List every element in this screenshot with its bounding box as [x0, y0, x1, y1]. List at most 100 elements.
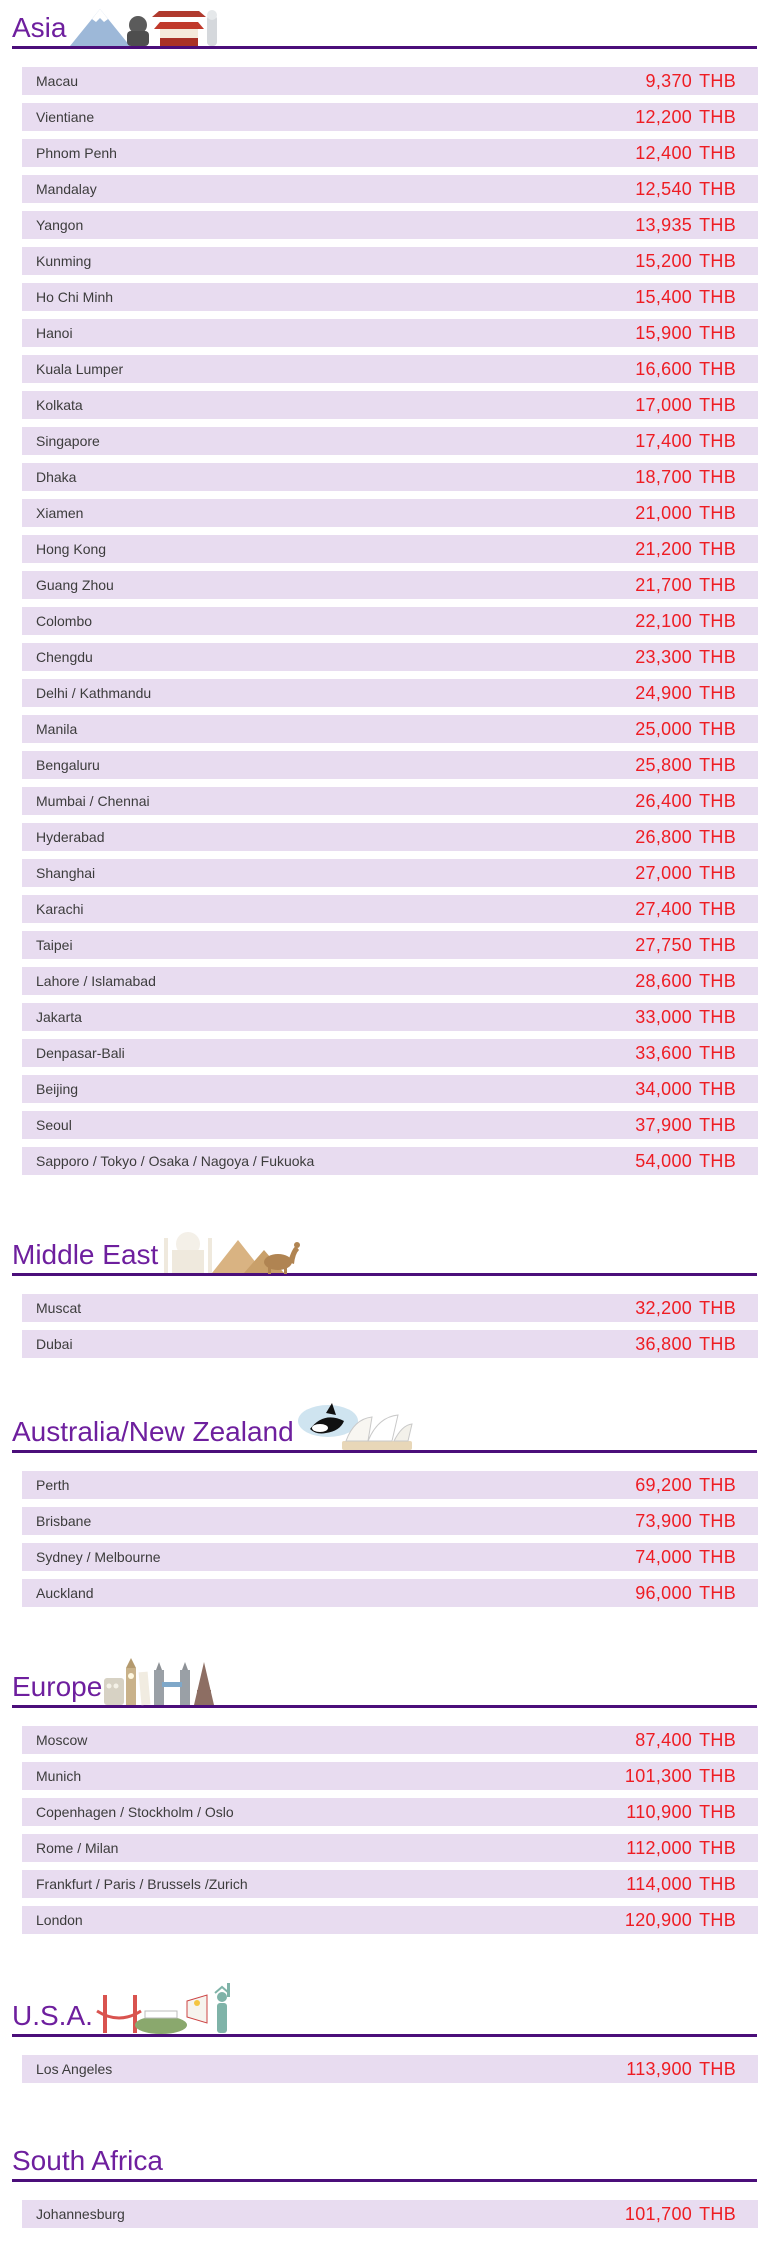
fare-price: 21,700 THB	[635, 575, 736, 596]
fare-price: 73,900 THB	[635, 1511, 736, 1532]
fare-price: 69,200 THB	[635, 1475, 736, 1496]
destination-label: Lahore / Islamabad	[36, 973, 156, 989]
fare-row: Kolkata 17,000 THB	[22, 391, 758, 419]
destination-label: Hong Kong	[36, 541, 107, 557]
fare-price: 16,600 THB	[635, 359, 736, 380]
currency-label: THB	[699, 898, 736, 919]
fare-row: Macau 9,370 THB	[22, 67, 758, 95]
destination-label: Guang Zhou	[36, 577, 114, 593]
fare-row: Los Angeles 113,900 THB	[22, 2055, 758, 2083]
destination-label: Frankfurt / Paris / Brussels /Zurich	[36, 1876, 248, 1892]
europe-landmarks-icon	[104, 1658, 215, 1706]
fare-rows: Muscat 32,200 THB Dubai 36,800 THB	[0, 1276, 779, 1358]
fare-amount: 25,000	[635, 718, 693, 739]
destination-label: Munich	[36, 1768, 82, 1784]
currency-label: THB	[699, 1006, 736, 1027]
fare-amount: 28,600	[635, 970, 693, 991]
fare-amount: 24,900	[635, 682, 693, 703]
destination-label: Karachi	[36, 901, 84, 917]
fare-price: 18,700 THB	[635, 467, 736, 488]
destination-label: Hyderabad	[36, 829, 105, 845]
fare-price: 25,800 THB	[635, 755, 736, 776]
fare-price: 101,700 THB	[625, 2204, 736, 2225]
fare-amount: 25,800	[635, 754, 693, 775]
fare-amount: 17,400	[635, 430, 693, 451]
destination-label: Mandalay	[36, 181, 97, 197]
fare-price: 27,000 THB	[635, 863, 736, 884]
fare-price: 13,935 THB	[635, 215, 736, 236]
fare-price: 12,400 THB	[635, 143, 736, 164]
fare-price: 96,000 THB	[635, 1583, 736, 1604]
section-title: South Africa	[12, 2145, 163, 2176]
fare-price: 21,200 THB	[635, 539, 736, 560]
currency-label: THB	[699, 1474, 736, 1495]
destination-label: Xiamen	[36, 505, 84, 521]
currency-label: THB	[699, 178, 736, 199]
fare-price: 15,900 THB	[635, 323, 736, 344]
fare-amount: 73,900	[635, 1510, 693, 1531]
section-header-asia: Asia	[12, 4, 757, 49]
currency-label: THB	[699, 322, 736, 343]
fare-rows: Perth 69,200 THB Brisbane 73,900 THB Sydney / …	[0, 1453, 779, 1607]
asia-landmarks-icon	[70, 9, 218, 46]
section-header-europe: Europe	[12, 1649, 757, 1708]
fare-price: 110,900 THB	[626, 1802, 736, 1823]
fare-amount: 113,900	[626, 2058, 693, 2079]
fare-amount: 15,200	[635, 250, 693, 271]
fare-price: 74,000 THB	[635, 1547, 736, 1568]
fare-amount: 33,600	[635, 1042, 693, 1063]
fare-list: Asia Macau 9,370 THB Vientiane 12,200 THB Phnom…	[0, 4, 779, 2228]
fare-amount: 101,300	[624, 1765, 693, 1786]
destination-label: Sapporo / Tokyo / Osaka / Nagoya / Fukuo…	[36, 1153, 315, 1169]
fare-amount: 26,400	[635, 790, 693, 811]
currency-label: THB	[699, 1510, 736, 1531]
fare-row: Copenhagen / Stockholm / Oslo 110,900 THB	[22, 1798, 758, 1826]
fare-amount: 87,400	[635, 1729, 693, 1750]
fare-price: 114,000 THB	[626, 1874, 736, 1895]
fare-row: Dubai 36,800 THB	[22, 1330, 758, 1358]
section-australia-nz: Australia/New Zealand Perth 69,200 THB Brisb…	[0, 1394, 779, 1607]
destination-label: Kuala Lumper	[36, 361, 124, 377]
destination-label: Dubai	[36, 1336, 73, 1352]
fare-row: Xiamen 21,000 THB	[22, 499, 758, 527]
fare-price: 26,800 THB	[635, 827, 736, 848]
fare-row: Munich 101,300 THB	[22, 1762, 758, 1790]
fare-price: 87,400 THB	[635, 1730, 736, 1751]
fare-row: Singapore 17,400 THB	[22, 427, 758, 455]
fare-row: Ho Chi Minh 15,400 THB	[22, 283, 758, 311]
fare-amount: 15,400	[635, 286, 693, 307]
currency-label: THB	[699, 826, 736, 847]
currency-label: THB	[699, 1297, 736, 1318]
fare-price: 25,000 THB	[635, 719, 736, 740]
fare-row: Muscat 32,200 THB	[22, 1294, 758, 1322]
currency-label: THB	[699, 142, 736, 163]
currency-label: THB	[699, 2203, 736, 2224]
fare-row: Manila 25,000 THB	[22, 715, 758, 743]
section-header-australia-nz: Australia/New Zealand	[12, 1394, 757, 1453]
fare-amount: 110,900	[626, 1801, 693, 1822]
fare-price: 32,200 THB	[635, 1298, 736, 1319]
fare-price: 36,800 THB	[635, 1334, 736, 1355]
destination-label: Auckland	[36, 1585, 94, 1601]
section-header-south-africa: South Africa	[12, 2147, 757, 2182]
currency-label: THB	[699, 1042, 736, 1063]
section-header-usa: U.S.A.	[12, 1978, 757, 2037]
currency-label: THB	[699, 934, 736, 955]
fare-row: Taipei 27,750 THB	[22, 931, 758, 959]
fare-row: Jakarta 33,000 THB	[22, 1003, 758, 1031]
currency-label: THB	[699, 970, 736, 991]
fare-amount: 16,600	[635, 358, 693, 379]
fare-row: Dhaka 18,700 THB	[22, 463, 758, 491]
section-header-middle-east: Middle East	[12, 1217, 757, 1276]
destination-label: Colombo	[36, 613, 93, 629]
fare-row: Sydney / Melbourne 74,000 THB	[22, 1543, 758, 1571]
currency-label: THB	[699, 430, 736, 451]
destination-label: Mumbai / Chennai	[36, 793, 150, 809]
fare-amount: 12,540	[635, 178, 693, 199]
fare-rows: Los Angeles 113,900 THB	[0, 2037, 779, 2083]
fare-price: 15,200 THB	[635, 251, 736, 272]
currency-label: THB	[699, 754, 736, 775]
destination-label: Kolkata	[36, 397, 83, 413]
fare-row: Mumbai / Chennai 26,400 THB	[22, 787, 758, 815]
fare-rows: Macau 9,370 THB Vientiane 12,200 THB Phnom Pen…	[0, 49, 779, 1175]
